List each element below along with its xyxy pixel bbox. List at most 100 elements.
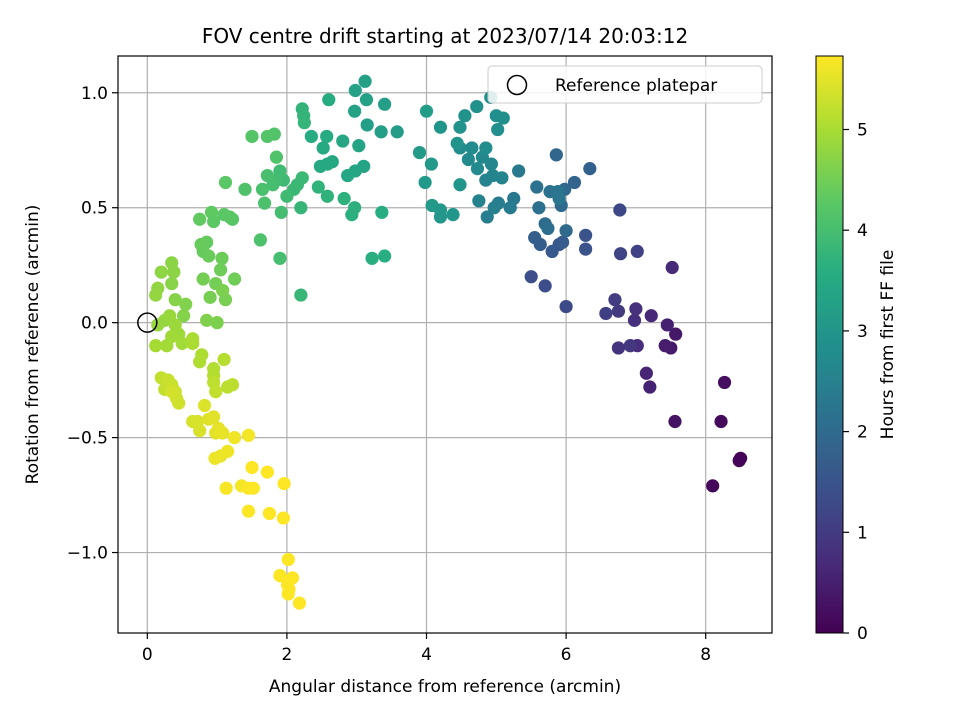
data-point (668, 414, 682, 429)
data-point (193, 212, 207, 226)
data-point (295, 171, 309, 185)
data-point (203, 290, 217, 304)
data-point (480, 210, 494, 224)
data-point (273, 568, 287, 583)
data-point (269, 150, 284, 164)
colorbar-label: Hours from first FF file (878, 250, 898, 440)
data-point (337, 191, 351, 206)
data-point (322, 93, 336, 107)
data-point (608, 293, 622, 307)
data-point (320, 129, 334, 144)
colorbar-tick-label: 0 (857, 624, 868, 644)
data-point (599, 306, 613, 321)
data-point (714, 414, 728, 429)
data-point (465, 141, 479, 155)
data-point (495, 171, 509, 185)
data-point (292, 596, 307, 610)
legend-marker-open-circle (506, 74, 528, 96)
y-tick-label: 0.5 (81, 199, 108, 219)
x-axis-ticks: 0 2 4 6 8 (142, 633, 711, 665)
data-point (209, 385, 223, 399)
data-point (197, 398, 212, 413)
data-point (556, 235, 570, 249)
data-point (253, 233, 267, 247)
colorbar-gradient (815, 55, 844, 634)
data-point (352, 139, 366, 153)
data-point (706, 479, 720, 493)
data-point (375, 205, 389, 219)
legend: Reference platepar (487, 65, 763, 104)
data-point (193, 355, 207, 369)
data-point (418, 175, 432, 190)
y-tick-label: 0.0 (81, 314, 108, 334)
legend-box (487, 65, 763, 104)
data-point (214, 263, 228, 277)
data-point (210, 316, 224, 330)
data-point (241, 504, 256, 518)
data-point (611, 304, 626, 318)
data-point (238, 182, 252, 196)
data-point (194, 237, 208, 252)
data-point (273, 251, 287, 265)
data-point (260, 129, 274, 144)
reference-marker (137, 312, 158, 333)
data-point (219, 481, 233, 495)
data-point (630, 244, 644, 258)
x-tick-label: 2 (281, 645, 292, 665)
colorbar: 0 1 2 3 4 5 Hours from first FF file (815, 55, 898, 644)
data-point (216, 283, 230, 298)
data-point (218, 175, 233, 190)
data-point (512, 164, 526, 178)
data-point (472, 194, 486, 208)
data-point (660, 318, 674, 332)
reference-layer (137, 312, 158, 333)
data-point (479, 141, 493, 155)
data-point (503, 201, 517, 215)
data-point (193, 424, 207, 438)
y-axis-ticks: −1.0 −0.5 0.0 0.5 1.0 (67, 84, 118, 564)
data-point (491, 122, 505, 137)
data-point (177, 309, 191, 323)
data-point (390, 125, 404, 139)
data-point (225, 378, 240, 392)
data-point (665, 260, 679, 275)
data-point (644, 309, 658, 323)
x-tick-label: 4 (421, 645, 432, 665)
data-point (669, 327, 683, 341)
y-axis-label: Rotation from reference (arcmin) (23, 205, 43, 485)
data-point (487, 201, 501, 215)
data-point (280, 189, 294, 203)
data-point (220, 444, 235, 458)
legend-label: Reference platepar (555, 76, 717, 96)
x-axis-label: Angular distance from reference (arcmin) (269, 677, 621, 697)
data-point (549, 148, 563, 162)
data-point (172, 396, 186, 410)
colorbar-tick-label: 4 (857, 221, 868, 241)
data-point (246, 481, 261, 495)
data-point (425, 198, 439, 213)
data-point (149, 288, 163, 302)
colorbar-tick-label: 1 (857, 523, 868, 543)
x-tick-label: 6 (561, 645, 572, 665)
data-point (217, 352, 231, 367)
data-point (313, 159, 328, 173)
data-point (545, 244, 559, 258)
y-tick-label: −1.0 (67, 544, 108, 564)
data-point (470, 99, 484, 114)
data-point (297, 116, 311, 130)
data-point (311, 180, 325, 194)
data-point (453, 120, 467, 134)
data-point (202, 249, 216, 263)
data-point (453, 178, 467, 192)
data-point (613, 203, 627, 217)
data-point (257, 196, 272, 210)
data-point (304, 129, 318, 144)
data-point (374, 125, 388, 139)
data-point (528, 231, 542, 245)
data-point (378, 249, 392, 263)
data-point (613, 247, 628, 261)
data-point (524, 270, 538, 284)
data-point (717, 375, 732, 390)
